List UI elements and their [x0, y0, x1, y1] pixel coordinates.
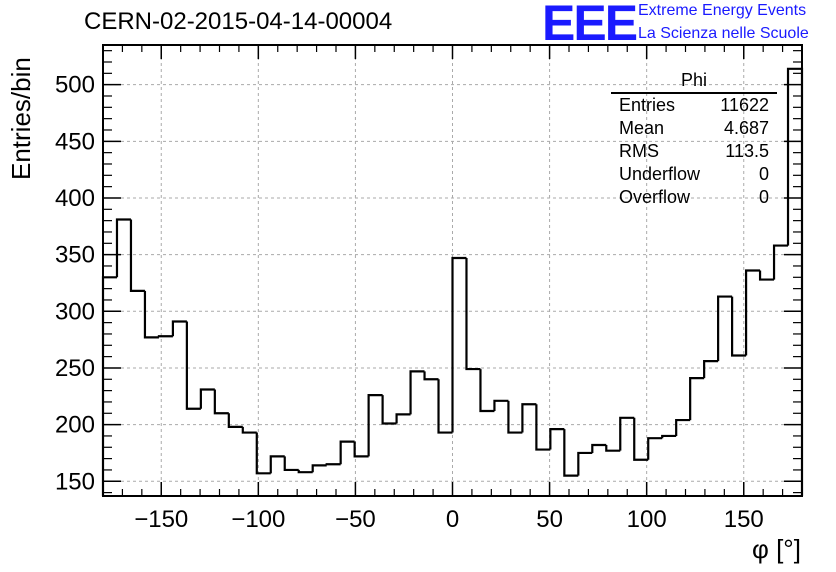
- histogram-bin: [535, 404, 551, 451]
- x-tick-label: −100: [231, 506, 285, 533]
- histogram-bin: [367, 394, 383, 457]
- histogram-bin: [101, 276, 117, 496]
- histogram-bin: [129, 219, 145, 292]
- histogram-bin: [143, 290, 159, 339]
- x-tick-label: −50: [335, 506, 376, 533]
- y-axis-label: Entries/bin: [6, 57, 36, 180]
- histogram-bin: [157, 335, 173, 338]
- stats-label: Entries: [619, 95, 676, 115]
- logo-line-1: Extreme Energy Events: [638, 2, 807, 19]
- y-tick-label: 500: [55, 72, 95, 99]
- histogram-bin: [619, 416, 635, 451]
- histogram-bin: [689, 377, 705, 421]
- histogram-bin: [591, 443, 607, 453]
- histogram-bin: [758, 270, 775, 281]
- stats-value: 11622: [720, 95, 769, 115]
- y-tick-label: 450: [55, 128, 95, 155]
- histogram-bin: [395, 413, 411, 424]
- histogram-bin: [521, 403, 537, 433]
- stats-row-mean: Mean 4.687: [611, 117, 777, 140]
- histogram-bin: [339, 440, 355, 465]
- stats-value: 0: [758, 164, 769, 184]
- histogram-bin: [675, 418, 691, 436]
- histogram-bin: [423, 371, 439, 381]
- axis-ticks: −150 −100 −50 0 50 100 150 150 200 250 300 350 400 45…: [55, 45, 803, 533]
- histogram-bin: [171, 320, 187, 337]
- y-tick-label: 400: [55, 185, 95, 212]
- stats-title: Phi: [611, 70, 777, 94]
- histogram-bin: [451, 256, 467, 433]
- stats-row-overflow: Overflow 0: [611, 186, 777, 209]
- histogram-bin: [227, 413, 243, 428]
- histogram-bin: [269, 455, 285, 474]
- stats-label: Overflow: [619, 187, 691, 207]
- histogram-bin: [437, 379, 453, 434]
- histogram-bin: [479, 369, 495, 413]
- histogram-bin: [115, 218, 131, 278]
- histogram-bin: [255, 432, 271, 475]
- histogram-bin: [731, 296, 747, 357]
- histogram-bin: [577, 451, 593, 476]
- x-axis-label: φ [°]: [752, 534, 801, 564]
- y-tick-label: 150: [55, 468, 95, 495]
- x-tick-label: 150: [724, 506, 764, 533]
- histogram-bin: [703, 360, 719, 379]
- histogram-bin: [744, 269, 761, 356]
- histogram-bin: [717, 295, 733, 362]
- histogram-bin: [786, 67, 804, 496]
- histogram-bin: [381, 395, 397, 425]
- logo-line-2: La Scienza nelle Scuole: [638, 25, 809, 42]
- y-tick-label: 200: [55, 412, 95, 439]
- stats-value: 0: [758, 187, 769, 207]
- stats-row-rms: RMS 113.5: [611, 140, 777, 163]
- stats-box: Phi Entries 11622 Mean 4.687 RMS 113.5 U…: [611, 70, 777, 209]
- histogram-bin: [647, 437, 663, 460]
- stats-value: 113.5: [725, 141, 769, 161]
- stats-label: Underflow: [619, 164, 701, 184]
- stats-label: Mean: [619, 118, 665, 138]
- y-tick-label: 300: [55, 298, 95, 325]
- x-tick-label: 0: [446, 506, 459, 533]
- stats-row-underflow: Underflow 0: [611, 163, 777, 186]
- y-tick-label: 350: [55, 242, 95, 269]
- histogram-bin: [549, 428, 565, 450]
- x-tick-label: −150: [134, 506, 188, 533]
- histogram-bin: [241, 426, 257, 434]
- histogram-bin: [465, 258, 481, 371]
- histogram-bin: [633, 417, 649, 461]
- stats-label: RMS: [619, 141, 659, 161]
- histogram-bin: [213, 389, 229, 415]
- histogram-bin: [353, 441, 369, 458]
- x-tick-label: 100: [627, 506, 667, 533]
- histogram-bin: [605, 445, 621, 452]
- x-tick-label: 50: [536, 506, 563, 533]
- y-tick-label: 250: [55, 355, 95, 382]
- histogram-bin: [493, 399, 509, 412]
- histogram-bin: [311, 464, 327, 473]
- histogram-bin: [283, 456, 299, 472]
- histogram-bin: [661, 434, 677, 439]
- histogram-bin: [563, 429, 579, 477]
- eee-logo: EEE: [542, 0, 638, 51]
- histogram-bin: [325, 463, 341, 466]
- histogram-bin: [772, 244, 789, 280]
- stats-value: 4.687: [723, 118, 769, 138]
- histogram-bin: [507, 400, 523, 434]
- histogram-bin: [409, 370, 425, 415]
- histogram-bin: [297, 469, 313, 474]
- stats-row-entries: Entries 11622: [611, 94, 777, 117]
- histogram-bin: [199, 388, 215, 409]
- chart-title: CERN-02-2015-04-14-00004: [84, 8, 393, 35]
- histogram-bin: [185, 321, 201, 410]
